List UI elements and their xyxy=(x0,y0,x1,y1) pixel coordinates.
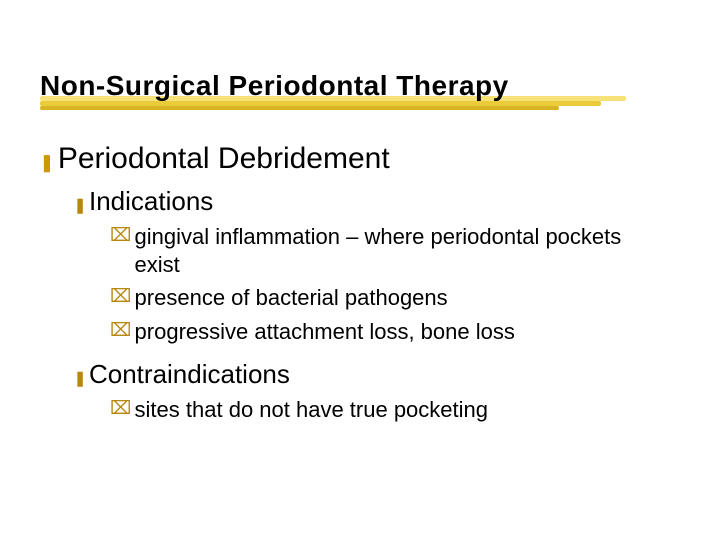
level1-text: Periodontal Debridement xyxy=(58,142,390,176)
y-bullet-icon: ❚ xyxy=(74,199,86,213)
x-bullet-icon: ⌧ xyxy=(110,396,132,419)
x-bullet-icon: ⌧ xyxy=(110,223,132,246)
level1-item: ❚Periodontal Debridement xyxy=(40,142,680,176)
level2-text: Contraindications xyxy=(89,359,290,390)
x-bullet-icon: ⌧ xyxy=(110,284,132,307)
z-bullet-icon: ❚ xyxy=(40,155,54,172)
x-bullet-icon: ⌧ xyxy=(110,318,132,341)
level2-item: ❚Contraindications xyxy=(74,359,680,390)
y-bullet-icon: ❚ xyxy=(74,372,86,386)
level3-text: sites that do not have true pocketing xyxy=(135,396,488,424)
level3-item: ⌧progressive attachment loss, bone loss xyxy=(110,318,670,346)
title-block: Non-Surgical Periodontal Therapy xyxy=(40,70,680,102)
slide: Non-Surgical Periodontal Therapy ❚Period… xyxy=(0,0,720,540)
level3-text: gingival inflammation – where periodonta… xyxy=(135,223,670,278)
slide-title: Non-Surgical Periodontal Therapy xyxy=(40,70,680,102)
level3-text: progressive attachment loss, bone loss xyxy=(135,318,515,346)
level3-item: ⌧presence of bacterial pathogens xyxy=(110,284,670,312)
slide-content: ❚Periodontal Debridement❚Indications⌧gin… xyxy=(40,142,680,424)
level3-text: presence of bacterial pathogens xyxy=(135,284,448,312)
level3-item: ⌧gingival inflammation – where periodont… xyxy=(110,223,670,278)
level2-item: ❚Indications xyxy=(74,186,680,217)
level3-item: ⌧sites that do not have true pocketing xyxy=(110,396,670,424)
level2-text: Indications xyxy=(89,186,213,217)
